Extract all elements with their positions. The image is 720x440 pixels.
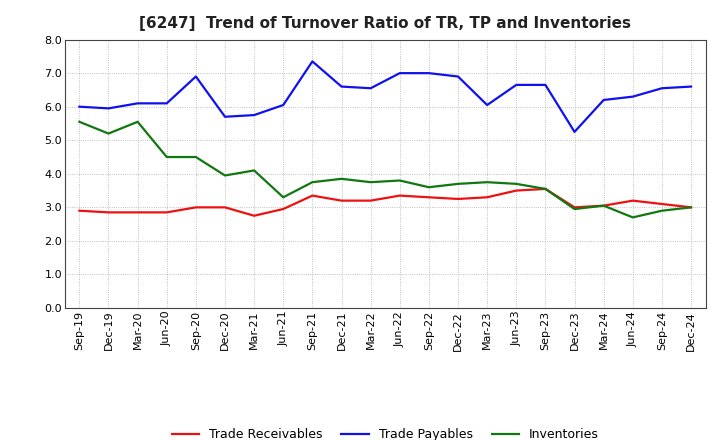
Trade Receivables [483, 194, 492, 200]
Inventories [192, 154, 200, 160]
Line: Inventories: Inventories [79, 122, 691, 217]
Trade Receivables [308, 193, 317, 198]
Trade Payables [657, 86, 666, 91]
Trade Receivables [570, 205, 579, 210]
Trade Receivables [220, 205, 229, 210]
Trade Receivables [395, 193, 404, 198]
Trade Payables [687, 84, 696, 89]
Inventories [250, 168, 258, 173]
Trade Receivables [279, 206, 287, 212]
Inventories [570, 206, 579, 212]
Inventories [395, 178, 404, 183]
Inventories [657, 208, 666, 213]
Inventories [220, 173, 229, 178]
Trade Payables [337, 84, 346, 89]
Trade Payables [599, 97, 608, 103]
Trade Payables [163, 101, 171, 106]
Inventories [687, 205, 696, 210]
Inventories [279, 194, 287, 200]
Inventories [337, 176, 346, 181]
Trade Receivables [337, 198, 346, 203]
Inventories [133, 119, 142, 125]
Trade Payables [454, 74, 462, 79]
Trade Receivables [687, 205, 696, 210]
Inventories [75, 119, 84, 125]
Inventories [629, 215, 637, 220]
Trade Payables [250, 113, 258, 118]
Trade Payables [133, 101, 142, 106]
Trade Receivables [425, 194, 433, 200]
Trade Receivables [599, 203, 608, 208]
Inventories [163, 154, 171, 160]
Inventories [483, 180, 492, 185]
Trade Payables [75, 104, 84, 109]
Trade Receivables [133, 210, 142, 215]
Trade Receivables [541, 186, 550, 191]
Inventories [599, 203, 608, 208]
Trade Payables [366, 86, 375, 91]
Title: [6247]  Trend of Turnover Ratio of TR, TP and Inventories: [6247] Trend of Turnover Ratio of TR, TP… [139, 16, 631, 32]
Trade Payables [541, 82, 550, 88]
Trade Payables [483, 103, 492, 108]
Trade Payables [425, 70, 433, 76]
Trade Receivables [75, 208, 84, 213]
Trade Payables [308, 59, 317, 64]
Line: Trade Receivables: Trade Receivables [79, 189, 691, 216]
Inventories [454, 181, 462, 187]
Trade Receivables [366, 198, 375, 203]
Line: Trade Payables: Trade Payables [79, 62, 691, 132]
Inventories [425, 185, 433, 190]
Trade Receivables [163, 210, 171, 215]
Trade Payables [512, 82, 521, 88]
Legend: Trade Receivables, Trade Payables, Inventories: Trade Receivables, Trade Payables, Inven… [171, 428, 599, 440]
Trade Payables [629, 94, 637, 99]
Trade Receivables [104, 210, 113, 215]
Trade Receivables [192, 205, 200, 210]
Trade Receivables [454, 196, 462, 202]
Inventories [541, 186, 550, 191]
Trade Receivables [512, 188, 521, 193]
Trade Payables [104, 106, 113, 111]
Trade Payables [220, 114, 229, 119]
Trade Receivables [250, 213, 258, 218]
Trade Payables [279, 103, 287, 108]
Inventories [308, 180, 317, 185]
Trade Payables [192, 74, 200, 79]
Inventories [104, 131, 113, 136]
Inventories [366, 180, 375, 185]
Trade Payables [395, 70, 404, 76]
Trade Receivables [629, 198, 637, 203]
Trade Receivables [657, 202, 666, 207]
Trade Payables [570, 129, 579, 135]
Inventories [512, 181, 521, 187]
